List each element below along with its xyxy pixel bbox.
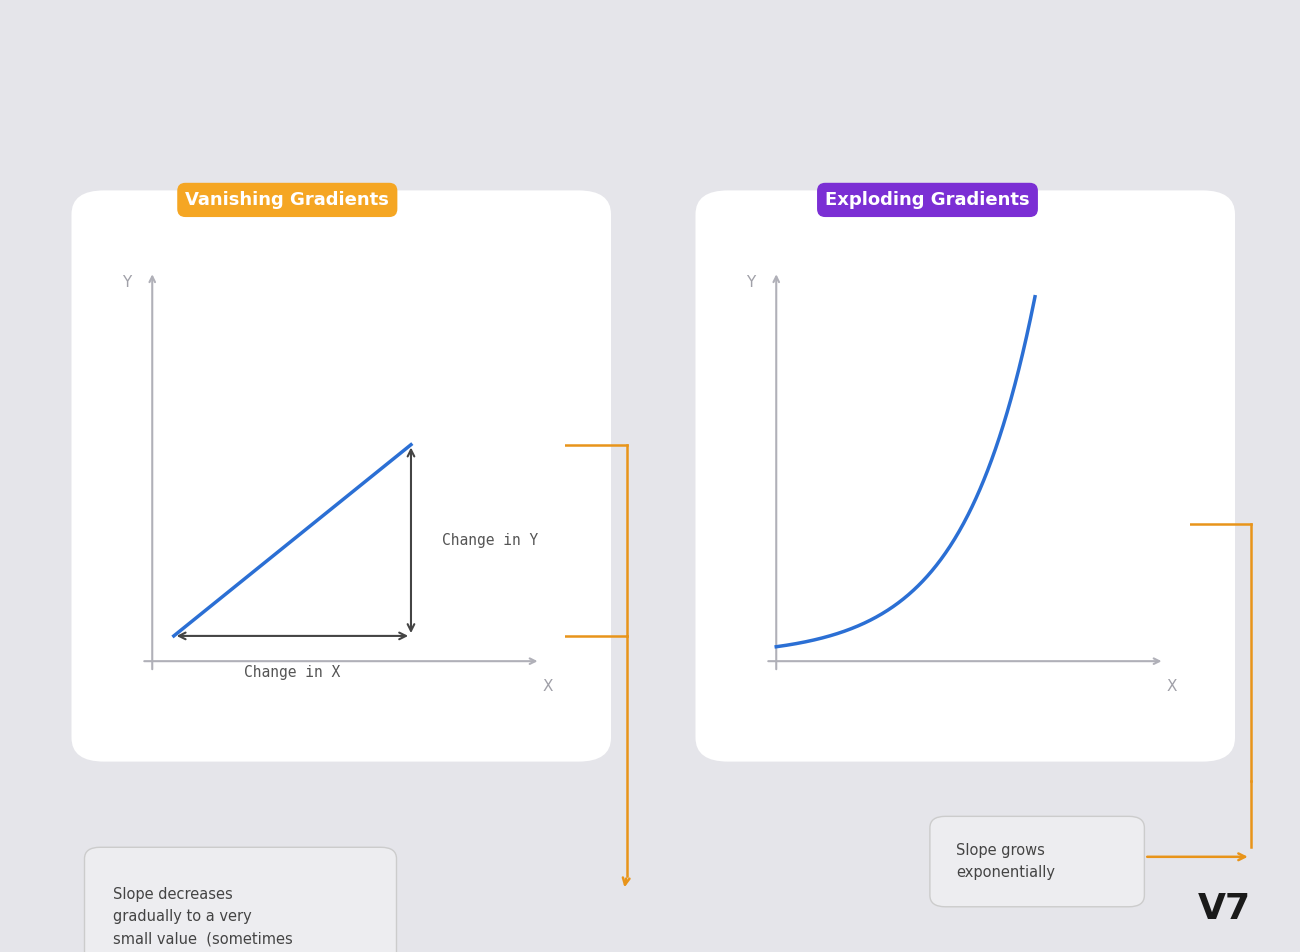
Text: X: X xyxy=(1166,679,1177,694)
Text: Slope decreases
gradually to a very
small value  (sometimes
negative) and makes
: Slope decreases gradually to a very smal… xyxy=(113,887,292,952)
Text: Change in X: Change in X xyxy=(244,664,341,680)
Text: Vanishing Gradients: Vanishing Gradients xyxy=(186,191,389,208)
FancyBboxPatch shape xyxy=(930,816,1144,906)
Text: X: X xyxy=(542,679,552,694)
FancyBboxPatch shape xyxy=(696,190,1235,762)
Text: Y: Y xyxy=(746,275,755,289)
Text: V7: V7 xyxy=(1199,892,1251,926)
Text: Slope grows
exponentially: Slope grows exponentially xyxy=(956,843,1054,881)
FancyBboxPatch shape xyxy=(72,190,611,762)
Text: Y: Y xyxy=(122,275,131,289)
Text: Exploding Gradients: Exploding Gradients xyxy=(826,191,1030,208)
FancyBboxPatch shape xyxy=(84,847,396,952)
Text: Change in Y: Change in Y xyxy=(442,533,538,547)
